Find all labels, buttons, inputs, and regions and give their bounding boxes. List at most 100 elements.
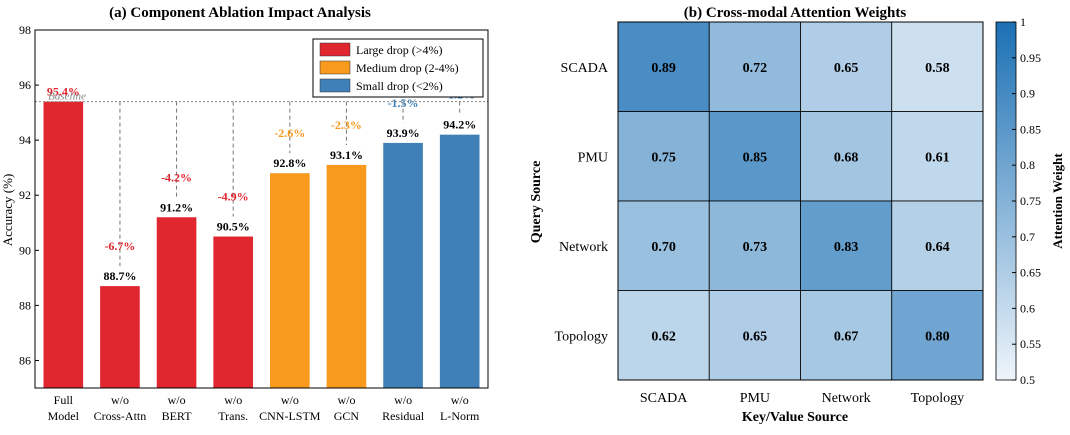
bar	[156, 217, 197, 388]
value-label: 93.9%	[387, 126, 420, 140]
heatmap-cell-value: 0.72	[743, 61, 768, 76]
bar-chart-ylabel: Accuracy (%)	[0, 174, 15, 247]
y-tick-label: 92	[19, 188, 31, 202]
value-label: 88.7%	[103, 269, 136, 283]
legend-label-small: Small drop (<2%)	[356, 79, 443, 93]
value-label: 90.5%	[217, 220, 250, 234]
x-tick-label: w/o	[337, 393, 355, 407]
heatmap-cell	[891, 290, 984, 381]
legend-label-large: Large drop (>4%)	[356, 43, 443, 57]
heatmap-cell	[708, 111, 801, 202]
heatmap-y-label: Topology	[555, 329, 608, 344]
colorbar-tick-label: 0.95	[1020, 51, 1041, 65]
x-tick-label: Full	[54, 393, 74, 407]
heatmap-cell-value: 0.70	[651, 240, 676, 255]
x-tick-label: w/o	[394, 393, 412, 407]
heatmap-cell-value: 0.73	[743, 240, 768, 255]
bar	[213, 236, 254, 388]
colorbar-tick-label: 0.8	[1020, 158, 1035, 172]
x-tick-label: w/o	[111, 393, 129, 407]
drop-label: -4.9%	[218, 190, 249, 204]
heatmap-x-label: Topology	[911, 391, 964, 406]
heatmap-cell-value: 0.61	[925, 150, 950, 165]
colorbar-tick-label: 0.7	[1020, 230, 1035, 244]
y-tick-label: 98	[19, 23, 31, 37]
bar	[100, 286, 140, 388]
x-tick-label: w/o	[224, 393, 242, 407]
drop-label: -2.3%	[331, 118, 362, 132]
drop-label: -1.5%	[388, 96, 419, 110]
heatmap-cell	[617, 200, 710, 291]
bar-chart-panel: (a) Component Ablation Impact Analysis A…	[0, 5, 489, 423]
heatmap-cell	[891, 111, 984, 202]
value-label: 95.4%	[47, 85, 80, 99]
bar-y-axis: 86 88 90 92 94 96 98	[19, 23, 39, 367]
heatmap-cell-value: 0.65	[834, 61, 859, 76]
x-tick-label: GCN	[334, 409, 360, 423]
value-label: 91.2%	[160, 200, 193, 214]
heatmap-cell-value: 0.80	[925, 329, 950, 344]
heatmap-cell-value: 0.89	[651, 61, 676, 76]
y-tick-label: 90	[19, 243, 31, 257]
drop-label: -6.7%	[104, 239, 135, 253]
heatmap-x-label: PMU	[740, 391, 770, 406]
baseline-label: Baseline	[48, 91, 86, 103]
heatmap-panel: (b) Cross-modal Attention Weights Query …	[529, 5, 1065, 425]
legend-swatch-large	[319, 42, 351, 57]
heatmap-axis-labels: SCADA PMU Network Topology SCADA PMU Network To…	[555, 61, 965, 406]
x-tick-label: Cross-Attn	[94, 409, 147, 423]
colorbar-tick-label: 0.85	[1020, 122, 1041, 136]
heatmap-y-label: Network	[559, 240, 608, 255]
x-tick-label: L-Norm	[440, 409, 480, 423]
heatmap-title: (b) Cross-modal Attention Weights	[684, 5, 907, 21]
heatmap-cell	[617, 111, 710, 202]
bar	[439, 134, 480, 388]
bar	[383, 142, 423, 388]
heatmap-y-label: SCADA	[561, 61, 609, 76]
heatmap-ylabel: Query Source	[529, 161, 544, 244]
x-tick-label: w/o	[281, 393, 299, 407]
colorbar-tick-label: 0.65	[1020, 266, 1041, 280]
bar-plot-frame	[34, 29, 489, 389]
colorbar-tick-label: 0.9	[1020, 87, 1035, 101]
bar-legend: Large drop (>4%) Medium drop (2-4%) Smal…	[312, 38, 484, 98]
x-tick-label: BERT	[162, 409, 193, 423]
x-tick-label: Model	[48, 409, 80, 423]
heatmap-cells: 0.89 0.72 0.65 0.58 0.75 0.85 0.68 0.61 0.70 0.73…	[617, 21, 984, 381]
y-tick-label: 86	[19, 353, 31, 367]
heatmap-cell	[891, 200, 984, 291]
heatmap-frame	[617, 21, 984, 381]
heatmap-cell	[800, 111, 893, 202]
bar-chart-title: (a) Component Ablation Impact Analysis	[109, 5, 371, 21]
bar-series: 95.4% -6.7% 88.7% -4.2% 91.2% -4.9% 90.5% -2.6%…	[43, 85, 480, 388]
x-tick-label: Residual	[382, 409, 425, 423]
heatmap-cell	[800, 290, 893, 381]
colorbar-tick-label: 0.75	[1020, 194, 1041, 208]
legend-label-medium: Medium drop (2-4%)	[356, 61, 459, 75]
heatmap-cell-value: 0.64	[925, 240, 950, 255]
bar	[269, 173, 310, 388]
drop-label: -2.6%	[274, 126, 305, 140]
x-tick-label: w/o	[168, 393, 186, 407]
colorbar-tick-label: 0.55	[1020, 337, 1041, 351]
value-label: 92.8%	[273, 156, 306, 170]
x-tick-label: w/o	[451, 393, 469, 407]
heatmap-cell-value: 0.67	[834, 329, 859, 344]
bar	[43, 101, 84, 388]
legend-swatch-small	[319, 78, 351, 93]
colorbar-tick-label: 0.5	[1020, 373, 1035, 387]
heatmap-x-label: Network	[822, 391, 871, 406]
heatmap-cell	[800, 21, 893, 112]
x-tick-label: CNN-LSTM	[259, 409, 321, 423]
heatmap-cell-value: 0.62	[651, 329, 676, 344]
bar	[326, 164, 367, 388]
y-tick-label: 88	[19, 298, 31, 312]
value-label: 93.1%	[330, 148, 363, 162]
x-tick-label: Trans.	[218, 409, 248, 423]
heatmap-cell-value: 0.65	[743, 329, 768, 344]
heatmap-cell-value: 0.75	[651, 150, 676, 165]
y-tick-label: 96	[19, 78, 31, 92]
heatmap-cell-value: 0.68	[834, 150, 859, 165]
